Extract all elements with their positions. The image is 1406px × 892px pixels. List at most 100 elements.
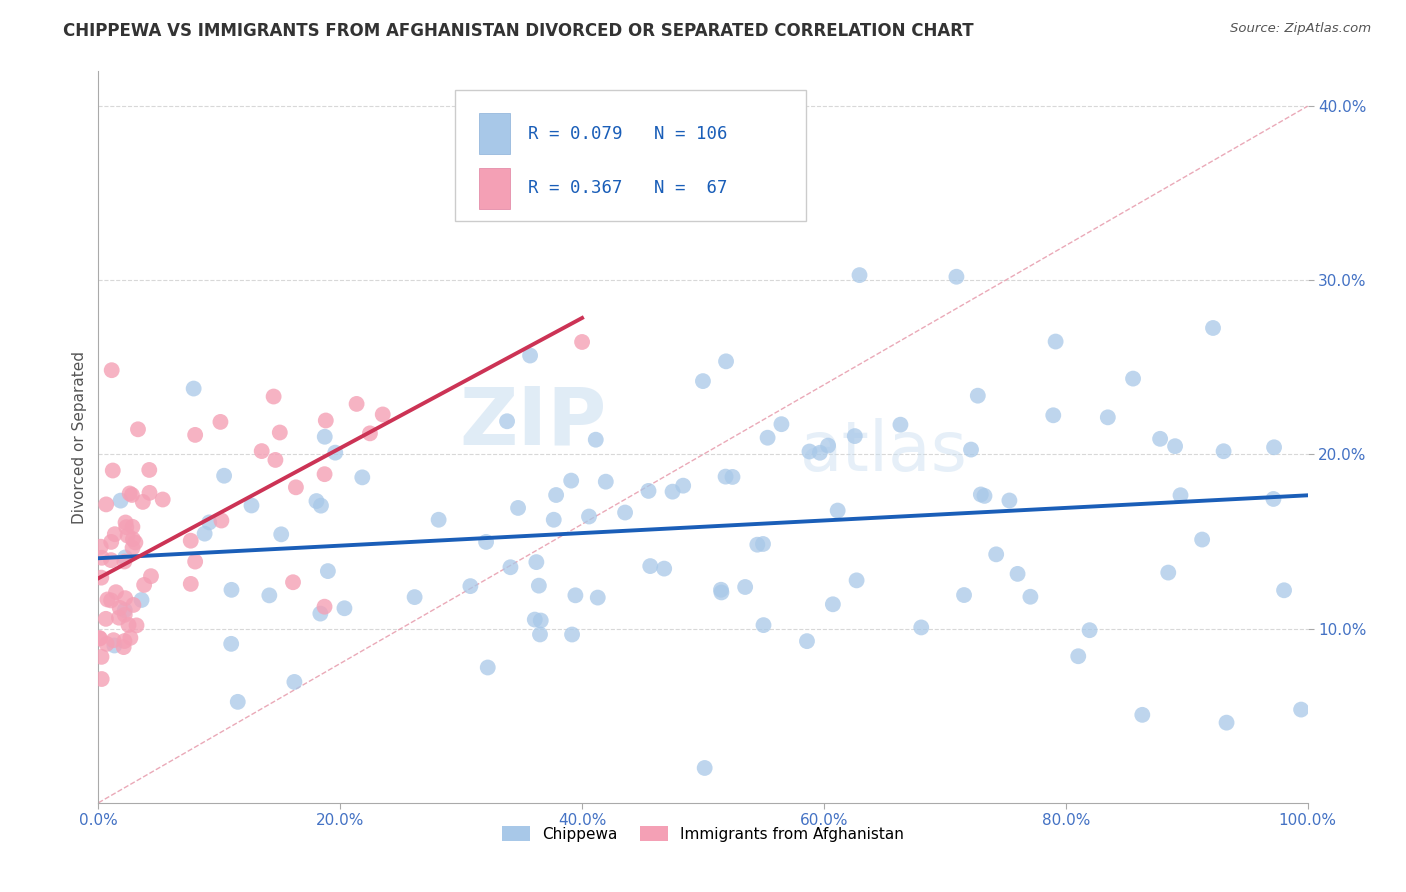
- Point: [1263, 491, 1285, 506]
- Point: [1202, 321, 1225, 335]
- Point: [734, 580, 756, 594]
- Point: [966, 389, 988, 403]
- Point: [970, 487, 993, 501]
- Point: [103, 633, 125, 648]
- Point: [152, 492, 174, 507]
- Text: atlas: atlas: [800, 418, 967, 485]
- Point: [314, 599, 336, 614]
- Point: [585, 433, 607, 447]
- Point: [104, 527, 127, 541]
- Point: [693, 761, 716, 775]
- Point: [94, 612, 117, 626]
- Point: [90, 550, 112, 565]
- Point: [115, 520, 138, 534]
- Point: [827, 503, 849, 517]
- Point: [121, 520, 143, 534]
- Point: [270, 527, 292, 541]
- Point: [114, 550, 136, 565]
- Point: [89, 631, 111, 645]
- Point: [359, 426, 381, 441]
- Point: [269, 425, 291, 440]
- Point: [529, 627, 551, 641]
- Point: [125, 618, 148, 632]
- Point: [314, 430, 336, 444]
- Point: [661, 484, 683, 499]
- Point: [184, 555, 207, 569]
- Point: [571, 334, 593, 349]
- Point: [114, 591, 136, 606]
- Point: [530, 614, 553, 628]
- Point: [506, 500, 529, 515]
- Point: [114, 516, 136, 530]
- Point: [117, 618, 139, 632]
- Point: [198, 516, 221, 530]
- Point: [371, 408, 394, 422]
- Point: [960, 442, 983, 457]
- Point: [323, 445, 346, 459]
- Point: [524, 555, 547, 569]
- Point: [1078, 623, 1101, 637]
- Point: [460, 579, 482, 593]
- Point: [117, 528, 139, 542]
- Point: [221, 582, 243, 597]
- Point: [1289, 702, 1312, 716]
- Point: [953, 588, 976, 602]
- Point: [100, 535, 122, 549]
- Point: [122, 532, 145, 546]
- Point: [1045, 334, 1067, 349]
- Point: [561, 627, 583, 641]
- Point: [560, 474, 582, 488]
- Point: [692, 374, 714, 388]
- Point: [180, 577, 202, 591]
- Point: [499, 560, 522, 574]
- Point: [844, 429, 866, 443]
- Point: [998, 493, 1021, 508]
- Point: [122, 598, 145, 612]
- Point: [90, 649, 112, 664]
- Point: [183, 382, 205, 396]
- Point: [714, 469, 737, 483]
- Point: [1042, 409, 1064, 423]
- Point: [134, 578, 156, 592]
- Point: [138, 486, 160, 500]
- Point: [546, 488, 568, 502]
- Point: [121, 488, 143, 502]
- Point: [889, 417, 911, 432]
- Point: [110, 493, 132, 508]
- Point: [103, 639, 125, 653]
- Point: [120, 631, 142, 645]
- FancyBboxPatch shape: [456, 90, 806, 221]
- Point: [637, 483, 659, 498]
- Point: [124, 535, 146, 549]
- Point: [352, 470, 374, 484]
- Point: [1122, 371, 1144, 385]
- Point: [808, 446, 831, 460]
- Point: [986, 547, 1008, 561]
- Point: [1263, 440, 1285, 454]
- Point: [263, 390, 285, 404]
- Point: [240, 499, 263, 513]
- Point: [523, 613, 546, 627]
- Point: [283, 674, 305, 689]
- Point: [527, 579, 550, 593]
- Point: [721, 470, 744, 484]
- Point: [90, 540, 112, 554]
- Point: [477, 660, 499, 674]
- Point: [1007, 566, 1029, 581]
- Point: [90, 672, 112, 686]
- Point: [945, 269, 967, 284]
- Point: [226, 695, 249, 709]
- Point: [281, 575, 304, 590]
- Text: R = 0.079   N = 106: R = 0.079 N = 106: [527, 125, 727, 143]
- Point: [284, 480, 307, 494]
- FancyBboxPatch shape: [479, 169, 509, 209]
- Point: [259, 588, 281, 602]
- Point: [845, 574, 868, 588]
- Point: [614, 506, 637, 520]
- Point: [101, 463, 124, 477]
- Point: [316, 564, 339, 578]
- Point: [1157, 566, 1180, 580]
- Point: [96, 637, 118, 651]
- Point: [973, 489, 995, 503]
- Point: [710, 585, 733, 599]
